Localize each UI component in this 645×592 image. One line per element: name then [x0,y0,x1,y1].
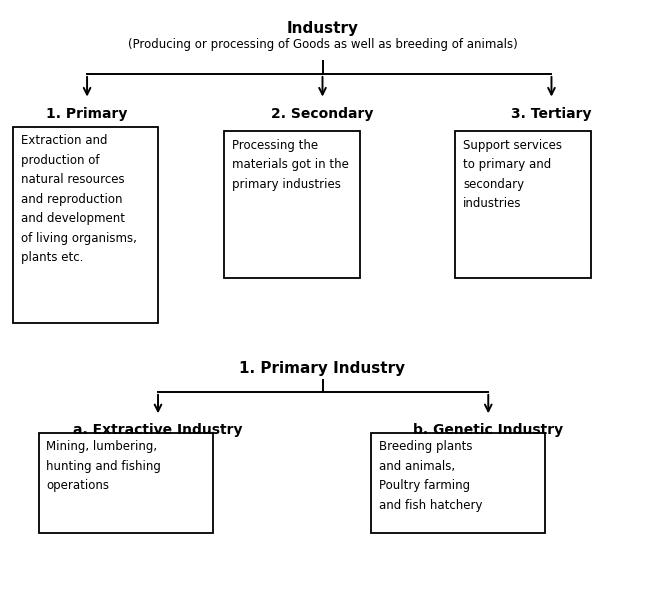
Text: b. Genetic Industry: b. Genetic Industry [413,423,563,437]
Text: Support services
to primary and
secondary
industries: Support services to primary and secondar… [463,139,562,210]
Text: Extraction and
production of
natural resources
and reproduction
and development
: Extraction and production of natural res… [21,134,137,265]
Text: Mining, lumbering,
hunting and fishing
operations: Mining, lumbering, hunting and fishing o… [46,440,161,493]
FancyBboxPatch shape [13,127,158,323]
Text: 1. Primary: 1. Primary [46,107,128,121]
FancyBboxPatch shape [371,433,545,533]
FancyBboxPatch shape [224,131,360,278]
Text: 1. Primary Industry: 1. Primary Industry [239,361,406,376]
FancyBboxPatch shape [455,131,591,278]
Text: Industry: Industry [286,21,359,36]
Text: a. Extractive Industry: a. Extractive Industry [74,423,243,437]
Text: Breeding plants
and animals,
Poultry farming
and fish hatchery: Breeding plants and animals, Poultry far… [379,440,482,512]
FancyBboxPatch shape [39,433,213,533]
Text: Processing the
materials got in the
primary industries: Processing the materials got in the prim… [232,139,349,191]
Text: 3. Tertiary: 3. Tertiary [511,107,591,121]
Text: 2. Secondary: 2. Secondary [272,107,373,121]
Text: (Producing or processing of Goods as well as breeding of animals): (Producing or processing of Goods as wel… [128,38,517,52]
